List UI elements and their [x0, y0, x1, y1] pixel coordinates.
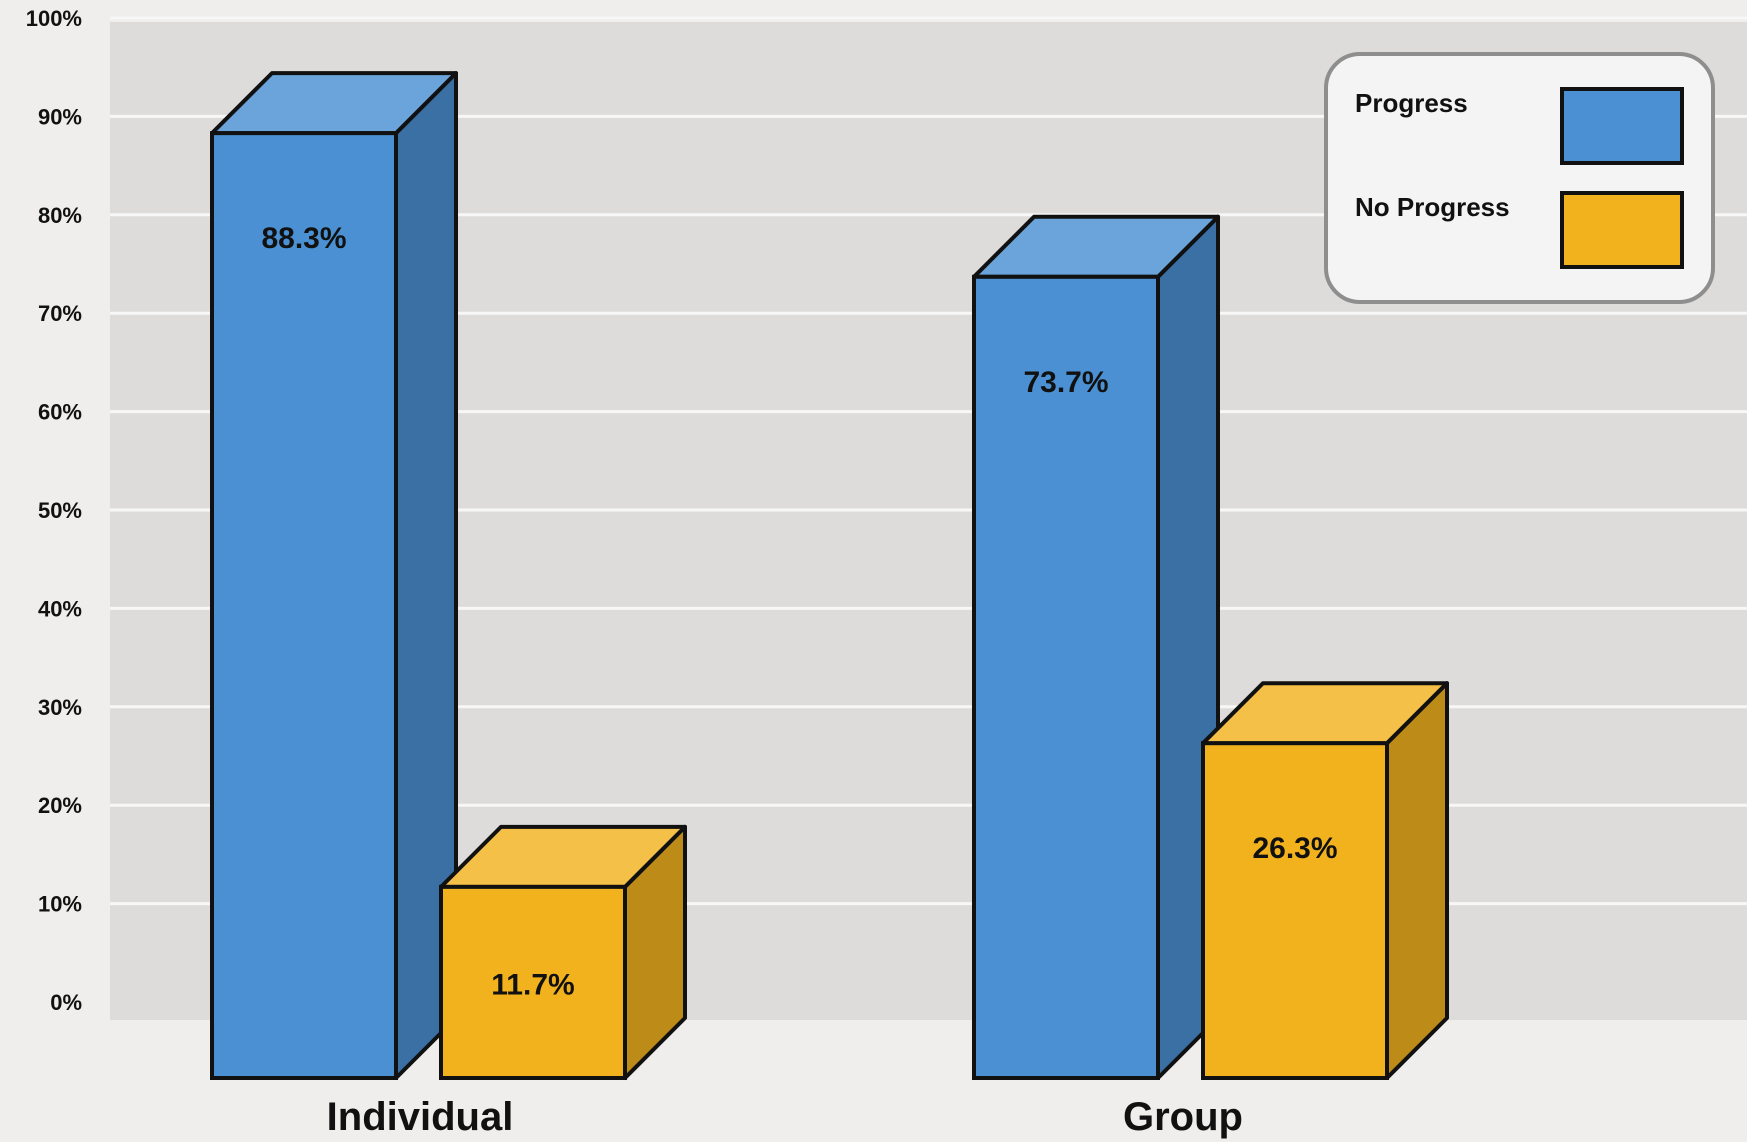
category-label: Individual	[327, 1095, 514, 1139]
data-labels: 88.3% 11.7% 73.7% 26.3%	[261, 222, 1337, 1001]
bar-individual-no-progress	[439, 824, 687, 1081]
y-tick-label: 30%	[38, 695, 82, 720]
y-tick-label: 100%	[26, 6, 82, 31]
bar-front-face	[1201, 741, 1389, 1080]
y-tick-label: 20%	[38, 793, 82, 818]
legend-swatch	[1560, 87, 1684, 165]
bar-side-face	[1385, 681, 1449, 1080]
bar-front-face	[439, 884, 627, 1081]
bar-front-face	[210, 131, 398, 1081]
bars	[210, 71, 1449, 1081]
y-tick-label: 70%	[38, 301, 82, 326]
data-label: 88.3%	[261, 222, 346, 255]
data-label: 73.7%	[1023, 366, 1108, 399]
bar-group-no-progress	[1201, 681, 1449, 1080]
y-tick-label: 60%	[38, 400, 82, 425]
bar-group-progress	[972, 214, 1220, 1080]
legend-label: Progress	[1355, 88, 1468, 118]
data-label: 11.7%	[491, 968, 574, 1001]
data-label: 26.3%	[1252, 832, 1337, 865]
y-axis-ticks: 0% 10% 20% 30% 40% 50% 60% 70% 80% 90% 100%	[26, 6, 82, 1015]
legend-swatch	[1560, 191, 1684, 269]
category-labels: Individual Group	[327, 1095, 1243, 1139]
bar-front-face	[972, 274, 1160, 1080]
bar-individual-progress	[210, 71, 458, 1081]
y-tick-label: 80%	[38, 203, 82, 228]
y-tick-label: 10%	[38, 892, 82, 917]
y-tick-label: 0%	[50, 990, 82, 1015]
legend-label: No Progress	[1355, 192, 1510, 222]
category-label: Group	[1123, 1095, 1243, 1139]
y-tick-label: 50%	[38, 498, 82, 523]
y-tick-label: 90%	[38, 104, 82, 129]
y-tick-label: 40%	[38, 596, 82, 621]
legend: Progress No Progress	[1324, 52, 1715, 304]
